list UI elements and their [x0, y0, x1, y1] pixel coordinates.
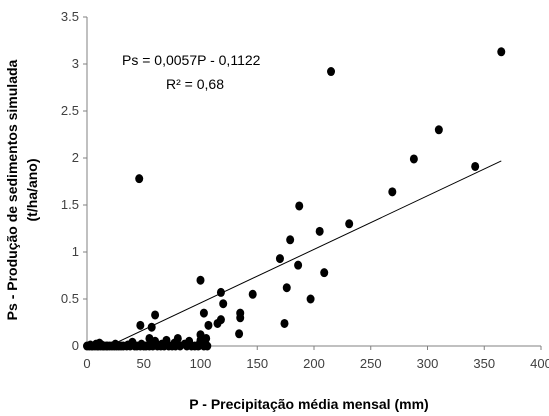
data-point: [162, 335, 171, 345]
y-tick-label: 3: [72, 56, 79, 71]
x-tick-label: 0: [83, 356, 90, 371]
data-point: [497, 47, 506, 57]
equation-annotation: Ps = 0,0057P - 0,1122: [122, 52, 261, 68]
data-point: [295, 201, 304, 211]
data-point: [306, 294, 315, 304]
data-point: [286, 235, 295, 245]
data-point: [236, 308, 245, 318]
data-point: [203, 341, 212, 351]
data-point: [248, 289, 257, 299]
data-point: [327, 67, 336, 77]
data-point: [280, 318, 289, 328]
y-ticks: 0 0.5 1 1.5 2 2.5 3 3.5: [61, 9, 87, 353]
y-axis-title-line1: Ps - Produção de sedimentos simulada: [4, 59, 20, 320]
data-point: [196, 275, 205, 285]
y-axis-title-line2: (t/ha/ano): [24, 159, 40, 222]
data-point: [282, 283, 291, 293]
data-point: [320, 268, 329, 278]
data-point: [216, 287, 225, 297]
data-point: [388, 187, 397, 197]
y-tick-label: 2.5: [61, 103, 79, 118]
y-tick-label: 0.5: [61, 291, 79, 306]
data-point: [136, 320, 145, 330]
y-tick-label: 0: [72, 338, 79, 353]
data-point: [315, 226, 324, 236]
data-point: [204, 320, 213, 330]
x-tick-label: 100: [190, 356, 212, 371]
r2-annotation: R² = 0,68: [166, 76, 224, 92]
data-point: [275, 254, 284, 264]
x-ticks: 0 50 100 150 200 250 300 350 400: [83, 346, 549, 371]
data-point: [235, 329, 244, 339]
data-point: [434, 125, 443, 135]
data-point: [345, 219, 354, 229]
trendline-group: [109, 160, 502, 347]
data-point: [173, 333, 182, 343]
data-point: [151, 310, 160, 320]
data-point: [147, 322, 156, 332]
data-point: [196, 330, 205, 340]
x-axis-title: P - Precipitação média mensal (mm): [189, 396, 428, 412]
data-point: [145, 333, 154, 343]
data-points: [83, 47, 506, 351]
x-tick-label: 350: [473, 356, 495, 371]
x-tick-label: 300: [417, 356, 439, 371]
data-point: [219, 299, 228, 309]
data-point: [199, 308, 208, 318]
x-tick-label: 150: [246, 356, 268, 371]
data-point: [409, 154, 418, 164]
data-point: [95, 338, 104, 348]
data-point: [111, 339, 120, 349]
data-point: [128, 337, 137, 347]
y-tick-label: 2: [72, 150, 79, 165]
trendline: [109, 160, 502, 347]
x-tick-label: 50: [137, 356, 151, 371]
data-point: [185, 336, 194, 346]
data-point: [216, 315, 225, 325]
data-point: [137, 339, 146, 349]
x-tick-label: 250: [360, 356, 382, 371]
x-tick-label: 400: [530, 356, 549, 371]
x-tick-label: 200: [303, 356, 325, 371]
data-point: [135, 174, 144, 184]
y-tick-label: 1: [72, 244, 79, 259]
y-tick-label: 1.5: [61, 197, 79, 212]
data-point: [294, 260, 303, 270]
data-point: [471, 161, 480, 171]
y-tick-label: 3.5: [61, 9, 79, 24]
